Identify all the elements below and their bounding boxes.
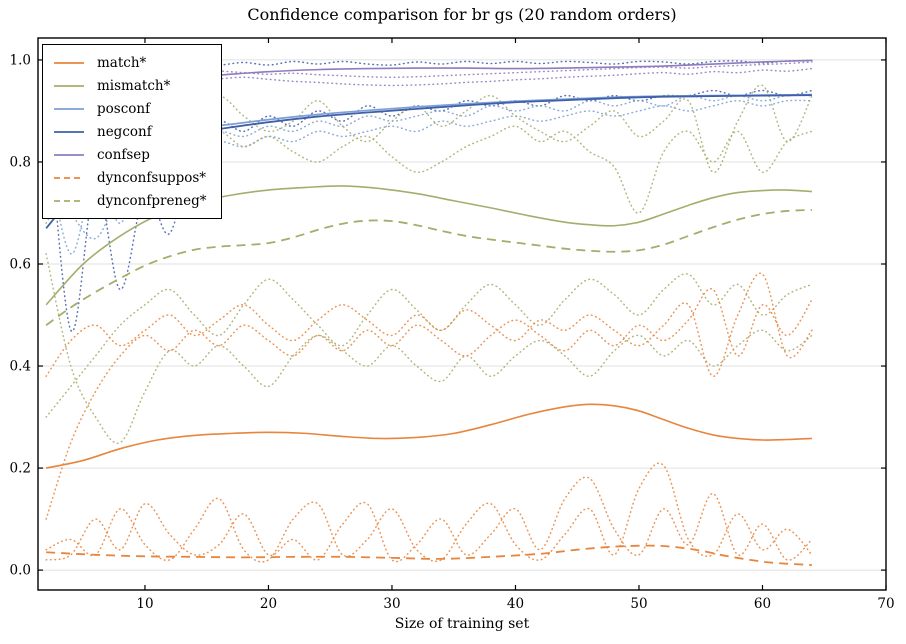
- legend-line-swatch: [54, 107, 84, 110]
- legend-line-swatch: [54, 199, 84, 202]
- y-tick-label: 1.0: [10, 52, 31, 68]
- chart-title: Confidence comparison for br gs (20 rand…: [247, 5, 677, 24]
- legend: match* mismatch* posconf negconf confsep dync…: [42, 44, 222, 219]
- legend-line-swatch: [54, 130, 84, 133]
- series-mismatch-run-c: [45, 273, 813, 418]
- legend-item-dynconfpreneg: dynconfpreneg*: [53, 189, 207, 212]
- x-tick-label: 10: [136, 596, 153, 612]
- series-confsep-run-b: [45, 61, 813, 122]
- y-tick-label: 0.6: [10, 257, 31, 273]
- series-dynconfsuppos-mean: [46, 544, 812, 566]
- series-dynconfpreneg-mean: [45, 209, 812, 326]
- series-match-run-b: [45, 288, 813, 520]
- legend-label: mismatch*: [97, 77, 171, 94]
- y-tick-label: 0.8: [10, 154, 31, 170]
- legend-line-swatch: [54, 61, 84, 64]
- legend-label: confsep: [97, 146, 150, 163]
- legend-item-posconf: posconf: [53, 97, 207, 120]
- series-match-mean: [45, 403, 812, 469]
- legend-label: posconf: [97, 100, 151, 117]
- x-tick-label: 20: [260, 596, 277, 612]
- legend-item-confsep: confsep: [53, 143, 207, 166]
- y-tick-label: 0.0: [10, 563, 31, 579]
- series-mismatch-run-a: [45, 84, 813, 189]
- x-tick-label: 60: [754, 596, 771, 612]
- legend-item-match: match*: [53, 51, 207, 74]
- x-tick-label: 40: [507, 596, 524, 612]
- plot-border: [37, 37, 887, 591]
- legend-line-swatch: [54, 84, 84, 87]
- legend-label: dynconfpreneg*: [97, 192, 207, 209]
- y-tick-label: 0.4: [10, 359, 31, 375]
- legend-label: negconf: [97, 123, 152, 140]
- legend-item-negconf: negconf: [53, 120, 207, 143]
- legend-item-mismatch: mismatch*: [53, 74, 207, 97]
- legend-label: dynconfsuppos*: [97, 169, 207, 186]
- legend-item-dynconfsuppos: dynconfsuppos*: [53, 166, 207, 189]
- y-tick-label: 0.2: [10, 461, 31, 477]
- series-mismatch-run-d: [45, 253, 813, 444]
- legend-line-swatch: [54, 176, 84, 179]
- series-dynconfsuppos-run-a: [45, 462, 813, 563]
- x-axis-label: Size of training set: [394, 616, 530, 632]
- x-tick-label: 30: [383, 596, 400, 612]
- series-dynconfsuppos-run-b: [45, 476, 813, 563]
- x-tick-label: 50: [630, 596, 647, 612]
- legend-line-swatch: [54, 153, 84, 156]
- x-tick-label: 70: [877, 596, 894, 612]
- legend-label: match*: [97, 54, 147, 71]
- series-match-run-a: [45, 272, 813, 377]
- series-confsep-run-a: [45, 67, 813, 138]
